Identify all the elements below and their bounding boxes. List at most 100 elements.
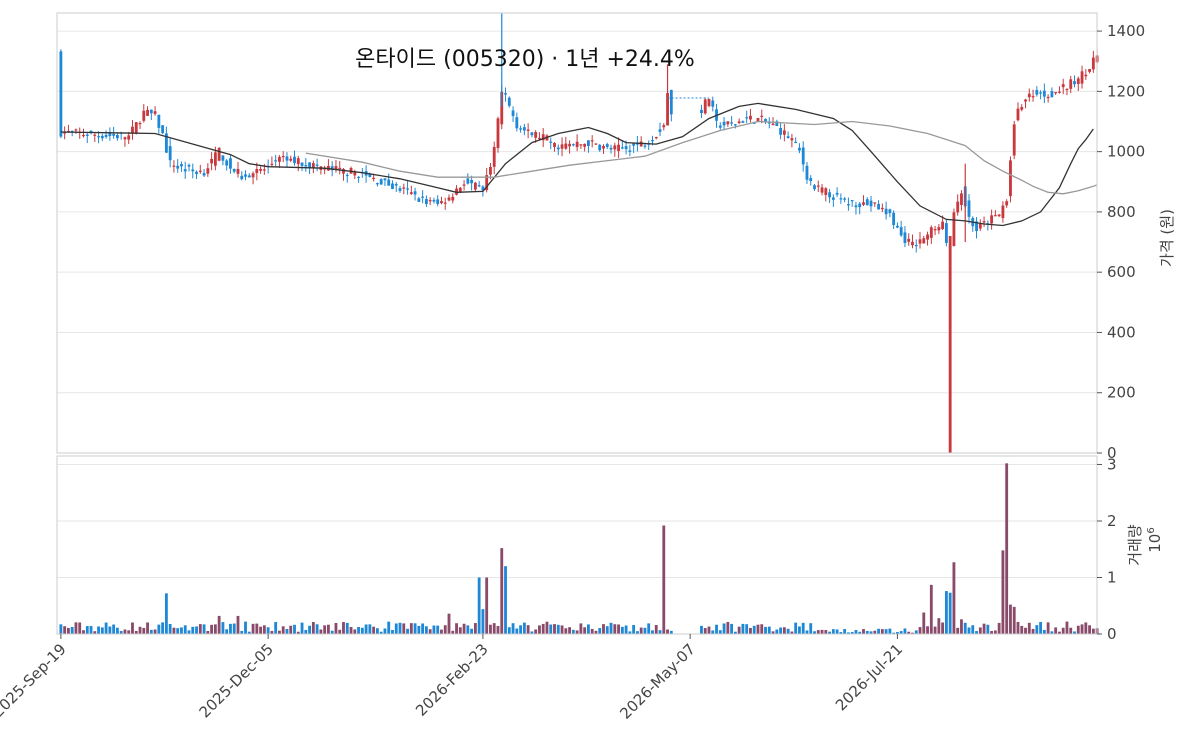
candle-body bbox=[134, 122, 138, 133]
volume-bar bbox=[918, 627, 922, 634]
volume-bar bbox=[813, 631, 816, 634]
volume-bar bbox=[534, 629, 538, 634]
volume-bar bbox=[1061, 627, 1065, 634]
candle-body bbox=[285, 156, 289, 161]
volume-bar bbox=[1042, 629, 1046, 634]
candle-body bbox=[108, 132, 112, 137]
candle-body bbox=[805, 165, 809, 180]
volume-bar bbox=[123, 629, 127, 634]
candle-body bbox=[1024, 99, 1027, 102]
volume-bar bbox=[1009, 604, 1012, 634]
volume-bar bbox=[828, 631, 831, 634]
volume-bar bbox=[244, 621, 247, 634]
volume-bar bbox=[394, 623, 398, 634]
volume-bar bbox=[990, 631, 994, 634]
volume-bar bbox=[217, 615, 221, 634]
volume-bar bbox=[229, 623, 232, 634]
volume-bar bbox=[1016, 621, 1020, 634]
candle-body bbox=[161, 125, 165, 134]
candle-body bbox=[402, 187, 406, 189]
volume-bar bbox=[327, 624, 330, 634]
volume-bar bbox=[737, 626, 741, 634]
candle-body bbox=[443, 202, 447, 204]
volume-bar bbox=[530, 631, 534, 634]
volume-bar bbox=[477, 577, 481, 634]
candle-body bbox=[146, 109, 149, 116]
volume-bar bbox=[1031, 628, 1035, 634]
volume-bar bbox=[907, 631, 911, 634]
short-moving-average-line bbox=[60, 102, 1094, 227]
candle-body bbox=[937, 227, 941, 231]
candle-body bbox=[794, 141, 798, 144]
volume-bar bbox=[428, 629, 432, 634]
price-tick-label: 200 bbox=[1107, 384, 1136, 402]
candle-body bbox=[549, 141, 553, 143]
volume-bar bbox=[971, 625, 975, 634]
volume-bar bbox=[168, 623, 172, 634]
volume-bar bbox=[605, 626, 609, 634]
candle-body bbox=[466, 178, 470, 184]
volume-bar bbox=[115, 627, 119, 634]
candle-body bbox=[357, 176, 360, 179]
candle-body bbox=[70, 130, 74, 133]
candle-body bbox=[534, 131, 538, 138]
volume-bar bbox=[937, 618, 941, 634]
candle-body bbox=[406, 188, 409, 190]
candle-body bbox=[522, 127, 526, 131]
candle-body bbox=[816, 185, 820, 187]
candle-body bbox=[229, 158, 232, 169]
candle-body bbox=[511, 110, 515, 117]
volume-bar bbox=[749, 627, 752, 634]
candle-body bbox=[564, 143, 568, 149]
long-moving-average-line bbox=[305, 120, 1098, 195]
volume-bar bbox=[538, 625, 541, 634]
volume-bar bbox=[440, 629, 443, 634]
volume-bar bbox=[602, 624, 605, 634]
volume-bar bbox=[722, 623, 726, 634]
candle-body bbox=[624, 146, 628, 150]
price-tick-label: 400 bbox=[1107, 323, 1136, 341]
volume-bar bbox=[741, 623, 745, 634]
volume-bar bbox=[733, 631, 737, 634]
candle-body bbox=[417, 198, 421, 202]
chart-title: 온타이드 (005320) · 1년 +24.4% bbox=[355, 47, 695, 72]
volume-bar bbox=[549, 624, 553, 634]
candle-body bbox=[598, 144, 602, 151]
candle-body bbox=[153, 111, 157, 114]
candle-body bbox=[907, 238, 911, 242]
candle-body bbox=[643, 145, 647, 147]
candle-body bbox=[300, 162, 304, 166]
candle-body bbox=[368, 173, 372, 177]
volume-bar bbox=[587, 624, 590, 634]
candle-body bbox=[221, 155, 225, 161]
volume-bar bbox=[172, 627, 176, 634]
volume-bar bbox=[349, 626, 353, 634]
candle-body bbox=[240, 175, 244, 180]
volume-bar bbox=[745, 624, 749, 634]
volume-bar bbox=[613, 624, 617, 634]
volume-bar bbox=[473, 623, 477, 634]
volume-bar bbox=[236, 615, 240, 634]
volume-bar bbox=[447, 613, 451, 634]
candle-body bbox=[259, 168, 263, 171]
volume-bar bbox=[104, 622, 108, 634]
volume-bar bbox=[108, 626, 112, 634]
volume-bar bbox=[654, 624, 658, 634]
volume-bar bbox=[1091, 628, 1095, 634]
candle-body bbox=[481, 186, 485, 191]
volume-bar bbox=[922, 612, 926, 634]
candle-body bbox=[775, 121, 779, 127]
candle-body bbox=[820, 187, 824, 193]
candle-body bbox=[975, 221, 978, 232]
volume-bar bbox=[564, 628, 568, 634]
volume-bar bbox=[775, 629, 779, 634]
volume-bar bbox=[443, 625, 447, 634]
volume-bar bbox=[669, 630, 673, 634]
volume-bar bbox=[353, 629, 357, 634]
candle-body bbox=[157, 114, 161, 128]
candle-body bbox=[782, 130, 786, 135]
candle-body bbox=[617, 144, 620, 151]
volume-bar bbox=[221, 622, 225, 634]
candle-body bbox=[990, 215, 994, 224]
